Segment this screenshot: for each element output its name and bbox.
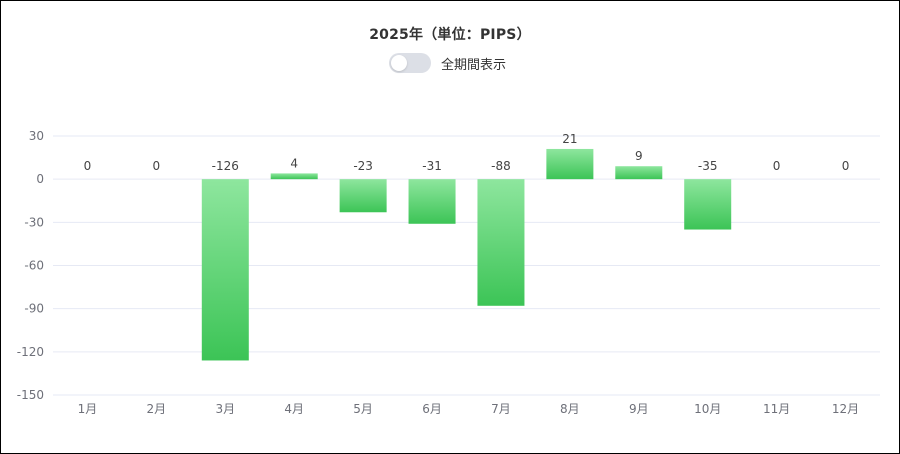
bar xyxy=(615,166,663,180)
x-tick-label: 12月 xyxy=(832,402,859,416)
data-label: -88 xyxy=(491,159,511,173)
x-tick-label: 11月 xyxy=(763,402,790,416)
x-tick-label: 4月 xyxy=(284,402,304,416)
y-tick-label: -60 xyxy=(24,259,44,273)
y-tick-label: -150 xyxy=(17,388,44,402)
data-label: -31 xyxy=(422,159,442,173)
bar xyxy=(339,179,387,213)
data-label: -35 xyxy=(698,159,718,173)
x-tick-label: 6月 xyxy=(422,402,442,416)
bar xyxy=(408,179,456,224)
x-tick-label: 1月 xyxy=(78,402,98,416)
data-labels: 0 0 -126 4 -23 -31 -88 21 9 -35 0 0 xyxy=(84,132,850,173)
x-tick-label: 3月 xyxy=(215,402,235,416)
x-tick-label: 10月 xyxy=(694,402,721,416)
bar xyxy=(546,148,594,180)
data-label: 9 xyxy=(635,149,643,163)
y-tick-label: 0 xyxy=(36,172,44,186)
all-period-toggle-row: 全期間表示 xyxy=(389,52,506,74)
all-period-toggle-label: 全期間表示 xyxy=(441,57,507,73)
chart-title: 2025年（単位：PIPS） xyxy=(369,27,531,43)
bar xyxy=(684,179,732,230)
data-label: 0 xyxy=(84,159,92,173)
y-axis-ticks: 30 0 -30 -60 -90 -120 -150 xyxy=(17,129,44,402)
data-label: 4 xyxy=(290,156,298,170)
y-tick-label: -90 xyxy=(24,302,44,316)
x-tick-label: 5月 xyxy=(353,402,373,416)
x-axis-ticks: 1月 2月 3月 4月 5月 6月 7月 8月 9月 10月 11月 12月 xyxy=(78,402,860,416)
bar xyxy=(270,173,318,180)
grid-lines xyxy=(53,135,880,396)
x-tick-label: 8月 xyxy=(560,402,580,416)
data-label: -23 xyxy=(353,159,373,173)
x-tick-label: 9月 xyxy=(629,402,649,416)
bar xyxy=(477,179,525,306)
data-label: 0 xyxy=(842,159,850,173)
y-tick-label: 30 xyxy=(29,129,44,143)
data-label: 21 xyxy=(562,132,577,146)
bar xyxy=(201,179,249,361)
toggle-knob xyxy=(391,55,407,71)
y-tick-label: -120 xyxy=(17,345,44,359)
x-tick-label: 2月 xyxy=(147,402,167,416)
data-label: -126 xyxy=(212,159,239,173)
y-tick-label: -30 xyxy=(24,215,44,229)
data-label: 0 xyxy=(773,159,781,173)
x-tick-label: 7月 xyxy=(491,402,511,416)
bars xyxy=(201,148,732,361)
all-period-toggle[interactable] xyxy=(389,53,431,73)
data-label: 0 xyxy=(153,159,161,173)
